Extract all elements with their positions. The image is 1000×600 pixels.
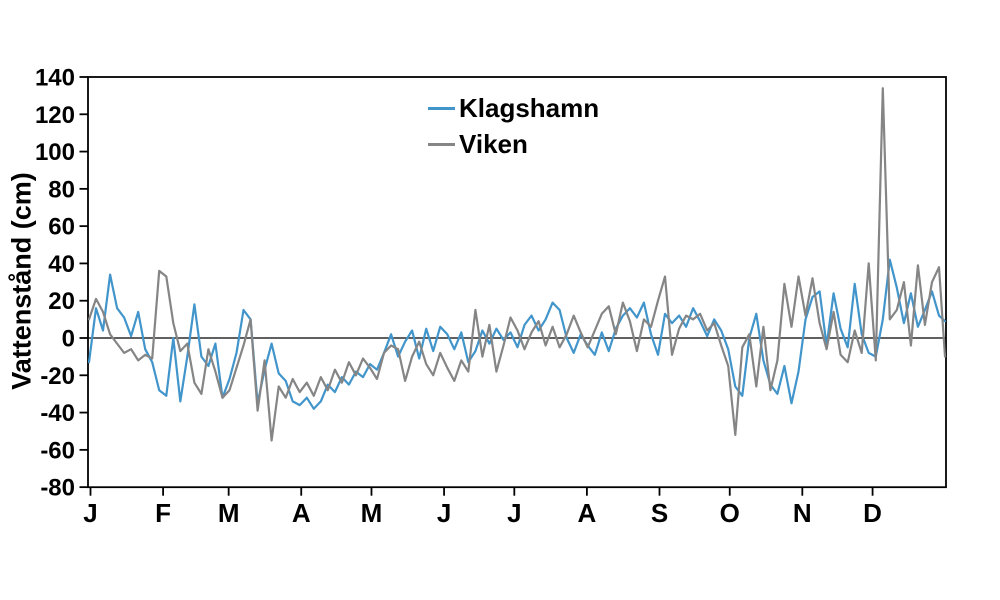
legend-item-klagshamn: Klagshamn bbox=[428, 90, 599, 126]
legend: Klagshamn Viken bbox=[428, 90, 599, 162]
x-tick-label: D bbox=[863, 498, 882, 528]
viken-line-swatch bbox=[428, 142, 455, 146]
y-tick-label: 100 bbox=[35, 139, 75, 166]
series-line-klagshamn bbox=[87, 258, 947, 410]
x-tick-label: J bbox=[437, 498, 451, 528]
legend-label-klagshamn: Klagshamn bbox=[459, 93, 600, 123]
x-tick-label: N bbox=[793, 498, 812, 528]
y-tick-label: 140 bbox=[35, 65, 75, 92]
klagshamn-line-swatch bbox=[428, 106, 455, 110]
x-tick-label: O bbox=[720, 498, 740, 528]
x-tick-label: M bbox=[361, 498, 383, 528]
y-tick-label: 0 bbox=[62, 326, 75, 353]
x-tick-label: A bbox=[292, 498, 311, 528]
x-tick-label: S bbox=[651, 498, 668, 528]
series-line-viken bbox=[87, 87, 947, 442]
x-tick-label: A bbox=[578, 498, 597, 528]
x-tick-label: M bbox=[218, 498, 240, 528]
x-tick-label: J bbox=[507, 498, 521, 528]
y-axis-title: Vattenstånd (cm) bbox=[6, 172, 37, 390]
plot-frame bbox=[87, 76, 947, 489]
legend-label-viken: Viken bbox=[459, 129, 528, 159]
y-tick-label: -20 bbox=[40, 363, 75, 390]
legend-item-viken: Viken bbox=[428, 126, 599, 162]
x-tick-label: J bbox=[83, 498, 97, 528]
x-tick-label: F bbox=[155, 498, 171, 528]
y-tick-label: -80 bbox=[40, 475, 75, 502]
y-tick-label: 60 bbox=[48, 214, 75, 241]
y-tick-label: 20 bbox=[48, 288, 75, 315]
y-tick-label: 40 bbox=[48, 251, 75, 278]
y-tick-label: 80 bbox=[48, 176, 75, 203]
y-tick-label: 120 bbox=[35, 102, 75, 129]
y-tick-label: -60 bbox=[40, 437, 75, 464]
y-tick-label: -40 bbox=[40, 400, 75, 427]
